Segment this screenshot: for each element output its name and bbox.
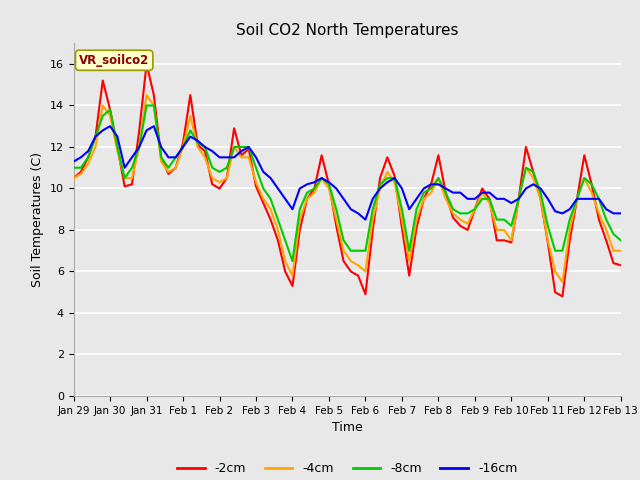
-2cm <box>143 61 150 67</box>
Line: -2cm: -2cm <box>74 64 621 296</box>
-4cm <box>515 196 522 202</box>
-16cm <box>106 123 114 129</box>
-16cm <box>267 175 275 181</box>
-16cm <box>435 181 442 187</box>
Text: VR_soilco2: VR_soilco2 <box>79 54 149 67</box>
-4cm <box>70 175 77 181</box>
-16cm <box>70 158 77 164</box>
-8cm <box>449 206 457 212</box>
Title: Soil CO2 North Temperatures: Soil CO2 North Temperatures <box>236 23 458 38</box>
-8cm <box>369 206 376 212</box>
-8cm <box>143 103 150 108</box>
X-axis label: Time: Time <box>332 421 363 434</box>
-8cm <box>522 165 530 170</box>
Y-axis label: Soil Temperatures (C): Soil Temperatures (C) <box>31 152 44 287</box>
-4cm <box>442 196 449 202</box>
-2cm <box>617 263 625 268</box>
-4cm <box>267 206 275 212</box>
-8cm <box>121 175 129 181</box>
-16cm <box>522 186 530 192</box>
-2cm <box>362 291 369 297</box>
-16cm <box>449 190 457 195</box>
-2cm <box>515 196 522 202</box>
-2cm <box>428 181 435 187</box>
-4cm <box>559 279 566 285</box>
Line: -16cm: -16cm <box>74 126 621 220</box>
-4cm <box>143 92 150 98</box>
-16cm <box>128 155 136 160</box>
-2cm <box>559 293 566 299</box>
-8cm <box>435 175 442 181</box>
-2cm <box>442 190 449 195</box>
-4cm <box>617 248 625 253</box>
Legend: -2cm, -4cm, -8cm, -16cm: -2cm, -4cm, -8cm, -16cm <box>172 457 522 480</box>
-2cm <box>70 175 77 181</box>
Line: -8cm: -8cm <box>74 106 621 261</box>
-16cm <box>369 196 376 202</box>
-2cm <box>121 183 129 189</box>
-4cm <box>362 269 369 275</box>
-4cm <box>428 190 435 195</box>
-8cm <box>617 238 625 243</box>
-8cm <box>289 258 296 264</box>
-16cm <box>617 211 625 216</box>
-8cm <box>267 196 275 202</box>
-16cm <box>362 217 369 223</box>
-8cm <box>70 165 77 170</box>
-4cm <box>121 175 129 181</box>
Line: -4cm: -4cm <box>74 95 621 282</box>
-2cm <box>267 217 275 223</box>
